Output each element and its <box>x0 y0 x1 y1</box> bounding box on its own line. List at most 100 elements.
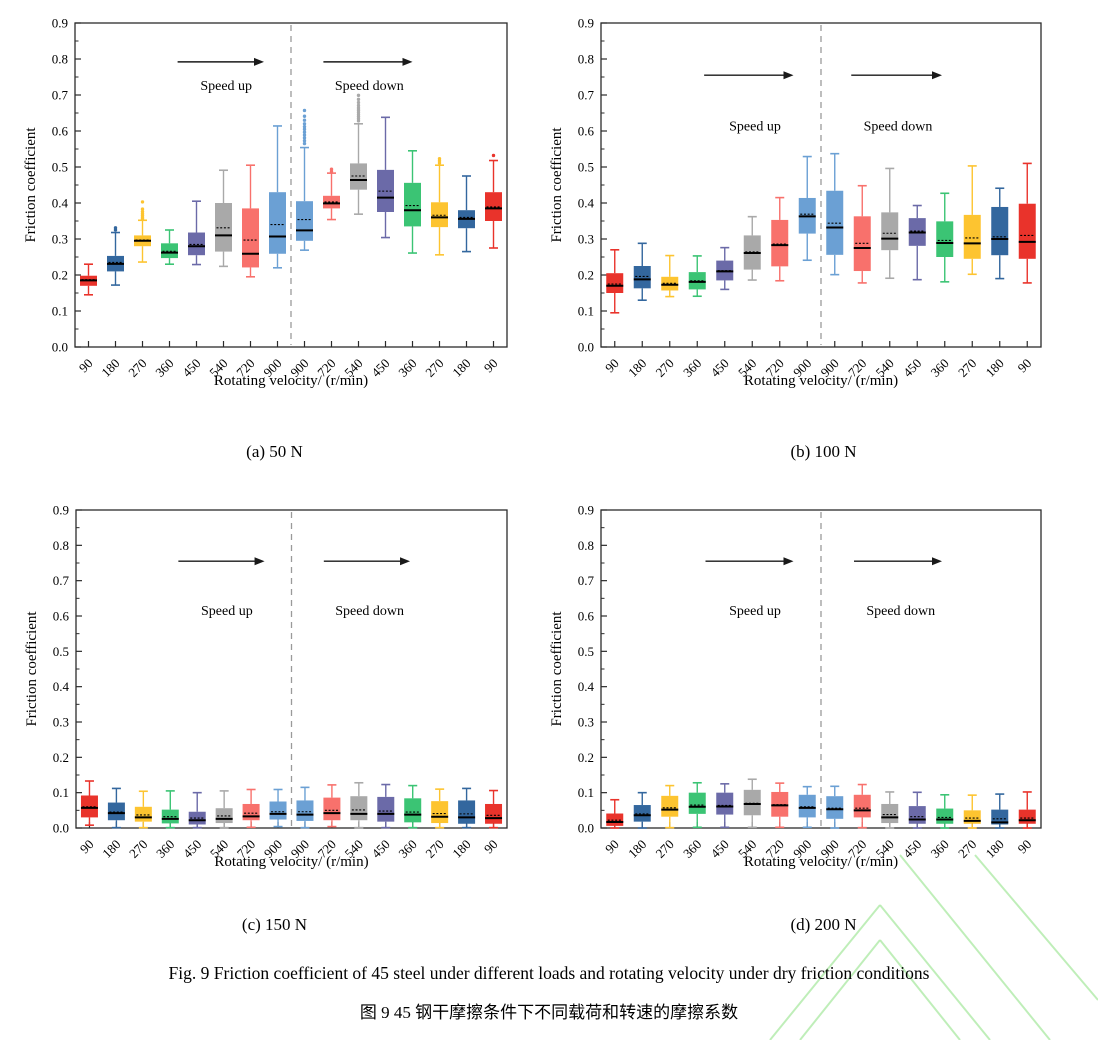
box-c-15 <box>485 789 503 829</box>
box-d-9 <box>853 783 871 829</box>
y-tick-label: 0.7 <box>52 88 69 103</box>
y-tick-label: 0.9 <box>53 503 69 518</box>
box-a-11 <box>377 116 394 239</box>
x-tick-label: 360 <box>927 356 951 380</box>
x-tick-label: 360 <box>927 837 951 861</box>
y-tick-label: 0.9 <box>52 16 68 31</box>
box-b-2 <box>661 254 679 298</box>
y-tick-label: 0.5 <box>578 644 594 659</box>
box-a-15 <box>485 153 502 249</box>
x-tick-label: 90 <box>76 356 96 376</box>
speed-down-arrowhead <box>402 57 413 66</box>
box-b-11 <box>908 204 926 281</box>
x-tick-label: 270 <box>652 356 676 380</box>
y-tick-label: 0.2 <box>53 750 69 765</box>
y-tick-label: 0.5 <box>578 160 594 175</box>
x-tick-label: 180 <box>982 356 1006 380</box>
box-a-1 <box>107 226 124 286</box>
speed-down-label: Speed down <box>335 604 404 619</box>
speed-down-arrowhead <box>932 557 942 566</box>
box-b-10 <box>881 167 899 280</box>
subcaption-a: (a) 50 N <box>246 442 303 461</box>
box-c-7 <box>269 788 287 828</box>
box-c-13 <box>431 788 449 829</box>
box-d-7 <box>798 785 816 829</box>
x-tick-label: 90 <box>77 837 97 857</box>
box-b-14 <box>991 187 1009 280</box>
box-c-2 <box>134 790 152 829</box>
box-c-9 <box>323 784 341 828</box>
y-tick-label: 0.1 <box>53 785 69 800</box>
y-tick-label: 0.0 <box>578 340 594 355</box>
x-tick-label: 360 <box>152 356 176 380</box>
boxplot-panel-c: 0.0 0.1 0.2 0.3 0.4 0.5 0.6 0.7 0.8 0.9 90 180 270 36… <box>0 478 549 898</box>
x-tick-label: 270 <box>955 356 979 380</box>
x-tick-label: 90 <box>1015 356 1035 376</box>
box-b-0 <box>606 249 624 314</box>
y-tick-label: 0.7 <box>53 573 70 588</box>
speed-up-arrowhead <box>783 71 794 80</box>
y-tick-label: 0.4 <box>578 679 595 694</box>
x-axis-title: Rotating velocity/ (r/min) <box>744 373 898 389</box>
x-tick-label: 450 <box>179 356 203 380</box>
box-b-7 <box>798 155 816 262</box>
x-tick-label: 90 <box>481 356 501 376</box>
boxplot-panel-b: 0.0 0.1 0.2 0.3 0.4 0.5 0.6 0.7 0.8 0.9 90 180 270 36… <box>549 0 1098 420</box>
y-tick-label: 0.3 <box>52 232 68 247</box>
speed-up-arrowhead <box>783 557 794 566</box>
speed-up-label: Speed up <box>201 604 253 619</box>
box-b-8 <box>826 152 844 276</box>
x-tick-label: 450 <box>707 837 731 861</box>
box-d-12 <box>936 793 954 829</box>
speed-up-arrowhead <box>254 57 264 66</box>
x-tick-label: 360 <box>395 356 419 380</box>
box-b-12 <box>936 192 954 283</box>
y-tick-label: 0.8 <box>52 52 68 67</box>
y-tick-label: 0.4 <box>578 196 595 211</box>
box-d-15 <box>1018 791 1036 829</box>
y-tick-label: 0.0 <box>578 821 594 836</box>
y-tick-label: 0.5 <box>53 644 69 659</box>
y-tick-label: 0.6 <box>578 124 595 139</box>
box-b-13 <box>963 165 981 276</box>
x-axis-title: Rotating velocity/ (r/min) <box>214 373 368 389</box>
box-b-5 <box>743 215 761 281</box>
box-b-9 <box>853 184 871 284</box>
box-c-12 <box>404 784 422 829</box>
box-a-4 <box>188 200 205 266</box>
y-tick-label: 0.2 <box>52 268 68 283</box>
box-a-12 <box>404 150 421 254</box>
y-tick-label: 0.3 <box>53 715 69 730</box>
speed-up-label: Speed up <box>200 79 252 94</box>
x-axis-title: Rotating velocity/ (r/min) <box>744 854 898 870</box>
x-tick-label: 270 <box>125 356 149 380</box>
x-tick-label: 180 <box>625 356 649 380</box>
x-tick-label: 450 <box>900 837 924 861</box>
y-tick-label: 0.8 <box>578 52 594 67</box>
speed-down-label: Speed down <box>864 120 933 135</box>
box-c-1 <box>107 787 125 829</box>
x-tick-label: 180 <box>982 837 1006 861</box>
x-tick-label: 360 <box>680 837 704 861</box>
figure-caption-zh: 图 9 45 钢干摩擦条件下不同载荷和转速的摩擦系数 <box>359 1003 739 1022</box>
box-a-2 <box>134 200 151 263</box>
x-tick-label: 90 <box>602 837 622 857</box>
box-b-3 <box>688 255 706 298</box>
box-c-4 <box>188 791 206 829</box>
y-tick-label: 0.8 <box>578 538 594 553</box>
box-d-1 <box>633 791 651 829</box>
box-a-0 <box>80 263 97 296</box>
box-b-6 <box>771 196 789 282</box>
y-tick-label: 0.7 <box>578 88 595 103</box>
speed-up-arrowhead <box>254 557 265 566</box>
box-d-0 <box>606 798 624 829</box>
x-tick-label: 360 <box>395 837 419 861</box>
speed-down-label: Speed down <box>866 604 935 619</box>
box-a-6 <box>242 164 259 278</box>
y-tick-label: 0.3 <box>578 715 594 730</box>
box-a-14 <box>458 175 475 253</box>
y-tick-label: 0.2 <box>578 750 594 765</box>
speed-down-label: Speed down <box>335 79 404 94</box>
x-tick-label: 270 <box>126 837 150 861</box>
box-a-13 <box>431 157 448 256</box>
